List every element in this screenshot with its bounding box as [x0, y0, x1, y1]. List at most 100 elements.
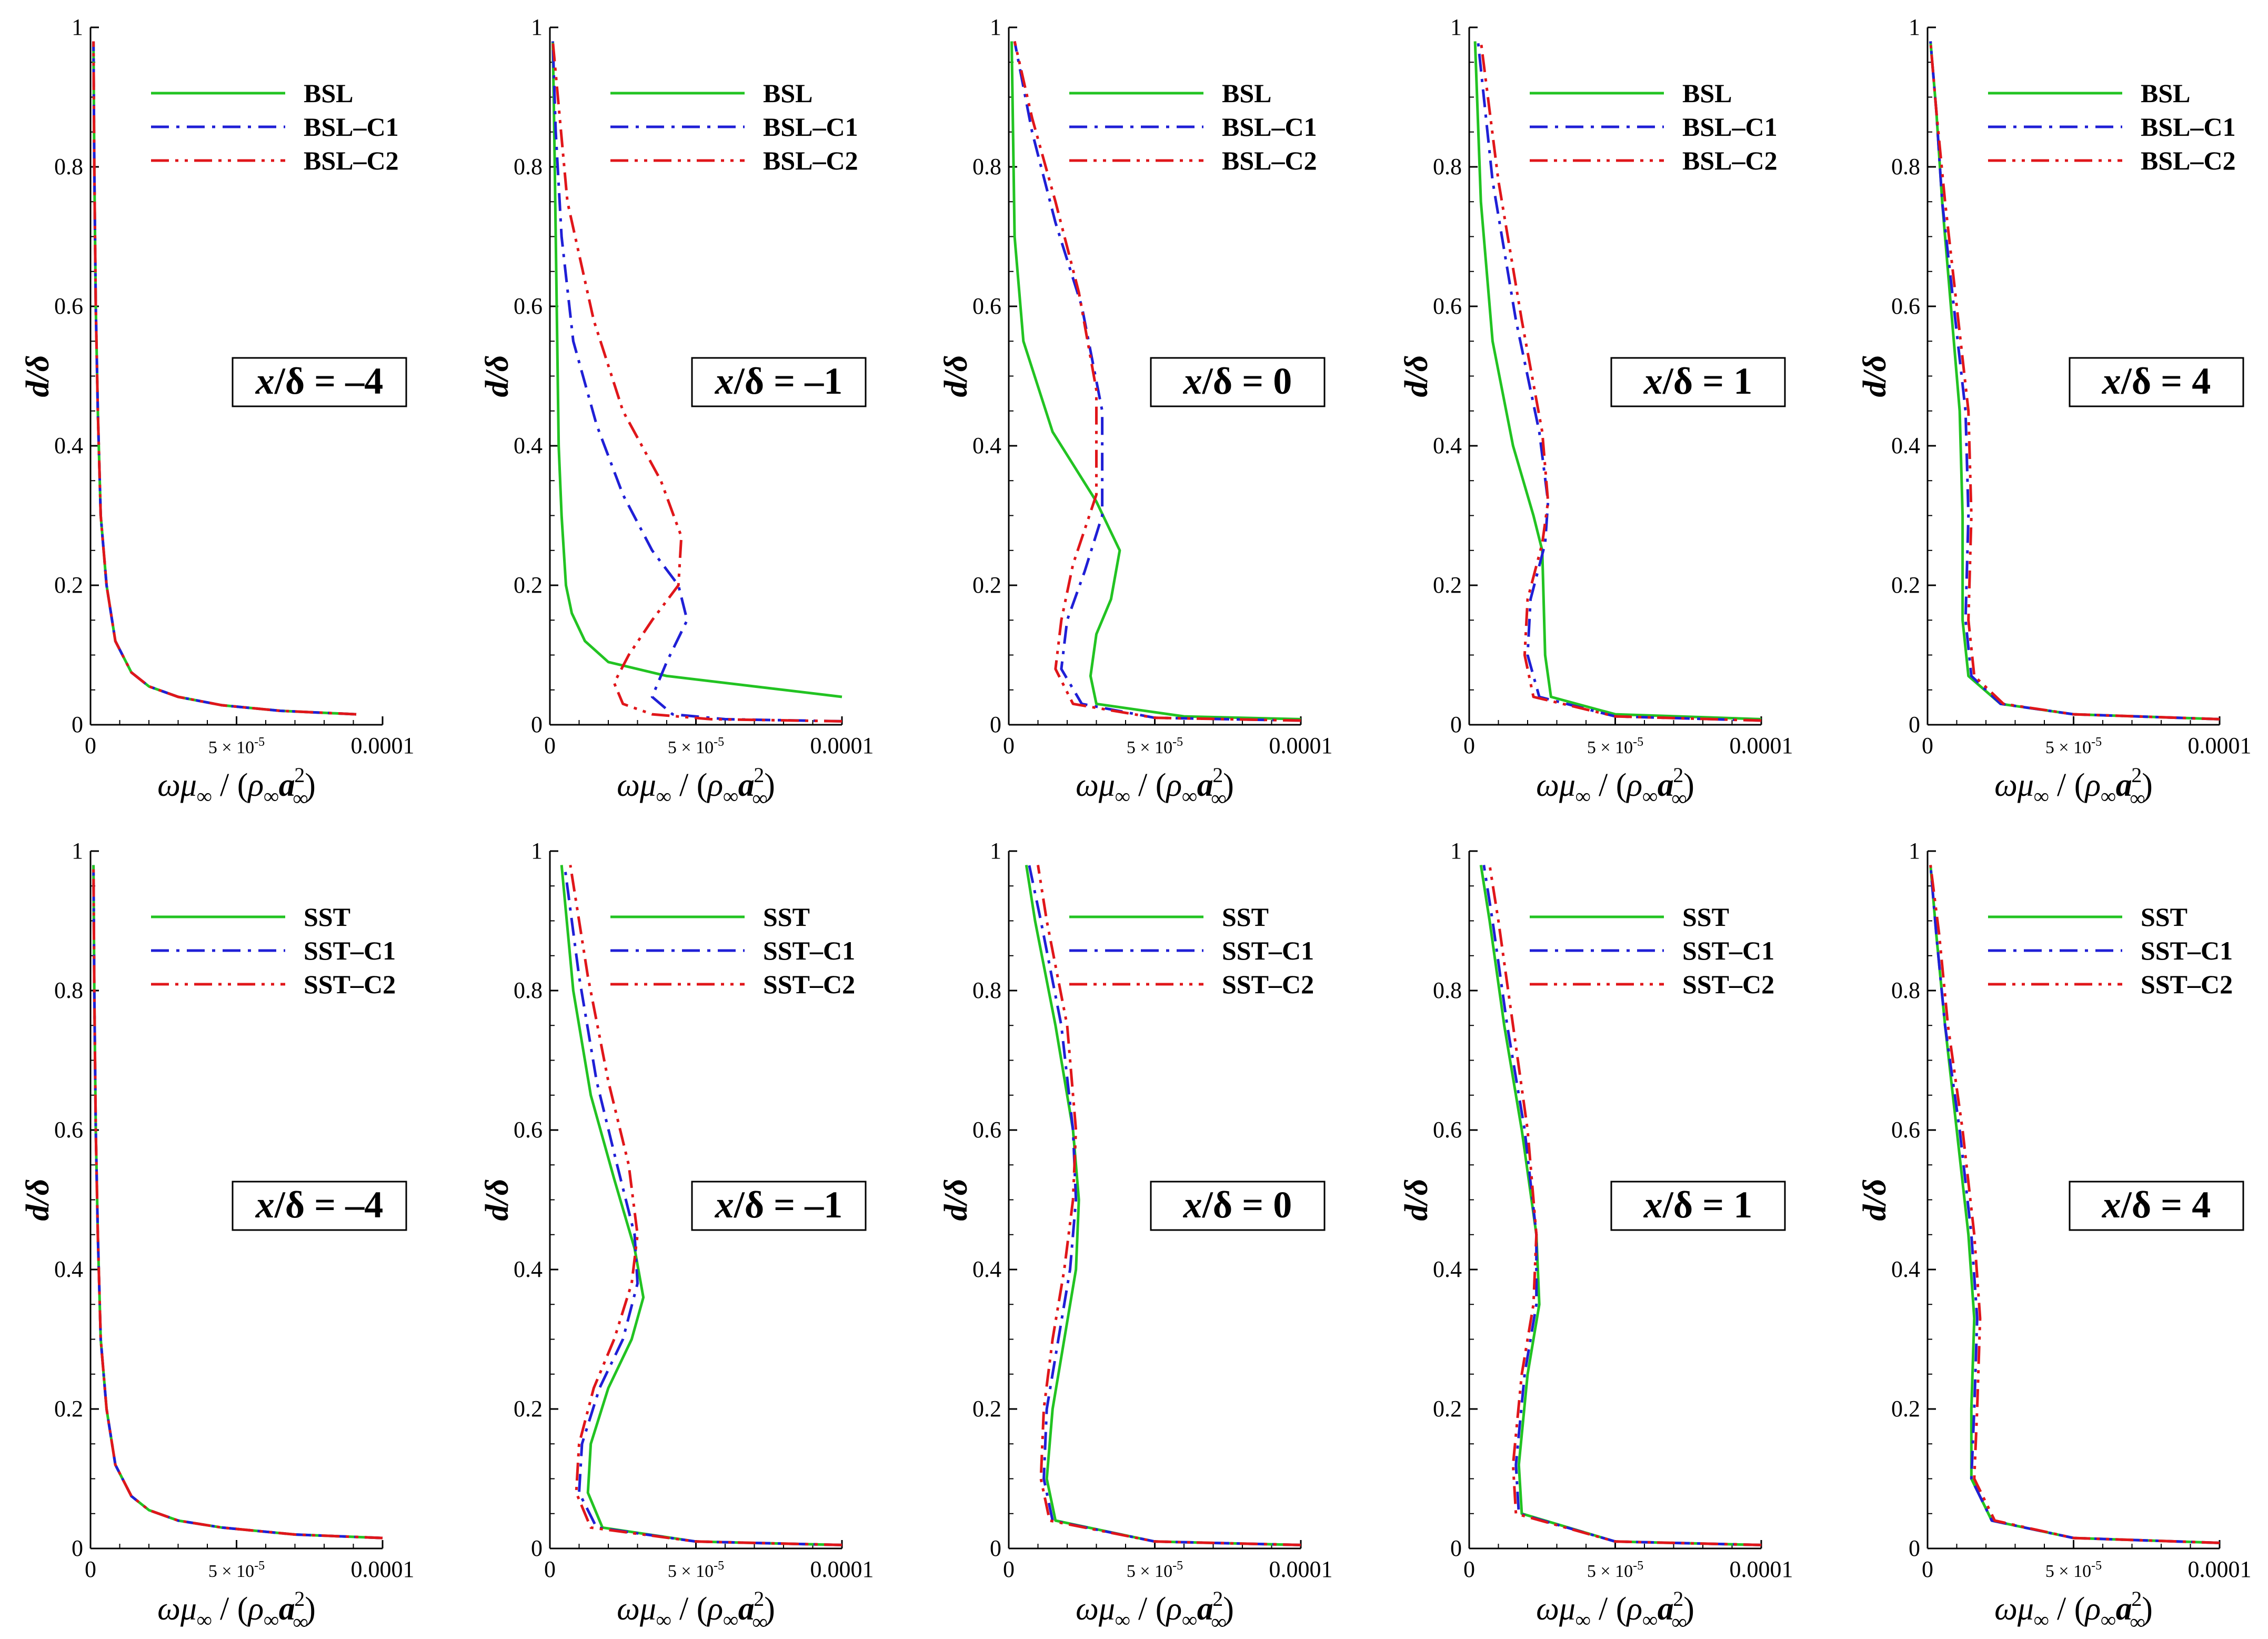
legend-label: SST — [1222, 902, 1269, 932]
x-axis-label: ωμ∞ / (ρ∞a∞2) — [1994, 763, 2153, 810]
legend-label: BSL — [763, 78, 813, 108]
y-tick-label: 1 — [990, 14, 1001, 40]
x-tick-label: 0.0001 — [351, 733, 415, 758]
x-tick-label: 0 — [544, 1556, 556, 1582]
x-axis-label: ωμ∞ / (ρ∞a∞2) — [1536, 763, 1694, 810]
y-tick-label: 0.8 — [972, 154, 1001, 179]
x-tick-label: 5 × 10-5 — [208, 735, 265, 757]
y-tick-label: 0 — [990, 1535, 1001, 1561]
y-tick-label: 0.2 — [54, 572, 83, 598]
y-tick-label: 0.6 — [972, 293, 1001, 319]
y-tick-label: 0.4 — [54, 433, 83, 458]
y-tick-label: 0.8 — [972, 977, 1001, 1003]
y-tick-label: 0 — [990, 712, 1001, 737]
y-tick-label: 0 — [72, 712, 83, 737]
series-line-bsl-c1 — [1929, 41, 2220, 721]
legend-label: SST–C1 — [1222, 936, 1314, 965]
legend-label: BSL — [1682, 78, 1732, 108]
station-label: x/δ = –4 — [255, 1184, 383, 1226]
y-tick-label: 0.4 — [972, 1256, 1001, 1282]
y-tick-label: 0.6 — [1433, 293, 1462, 319]
station-label: x/δ = 0 — [1183, 1184, 1292, 1226]
station-label: x/δ = –4 — [255, 360, 383, 402]
series-line-sst-c2 — [1929, 865, 2220, 1544]
series-line-bsl-c2 — [1479, 41, 1762, 722]
series-line-bsl-c2 — [1013, 41, 1301, 722]
station-label: x/δ = –1 — [715, 360, 842, 402]
y-tick-label: 0.4 — [514, 1256, 543, 1282]
legend-label: BSL–C2 — [304, 146, 399, 175]
y-tick-label: 0.2 — [1891, 572, 1920, 598]
x-tick-label: 0 — [1003, 1556, 1015, 1582]
x-tick-label: 0 — [1922, 1556, 1933, 1582]
station-label: x/δ = –1 — [715, 1184, 842, 1226]
panel-bsl-4: 0 0.2 0.4 0.6 0.8 1 0 5 × 10-5 0.0001 d/δ ωμ∞ / (ρ… — [1857, 14, 2252, 810]
station-label: x/δ = 4 — [2102, 360, 2211, 402]
legend-label: BSL–C2 — [763, 146, 858, 175]
series-line-sst-c2 — [1037, 865, 1301, 1546]
legend-label: SST — [2141, 902, 2187, 932]
x-tick-label: 0.0001 — [1269, 1556, 1333, 1582]
y-tick-label: 0.2 — [1433, 572, 1462, 598]
panel-sst-1: 0 0.2 0.4 0.6 0.8 1 0 5 × 10-5 0.0001 d/δ ωμ∞ / (ρ… — [1399, 838, 1793, 1634]
legend-label: SST–C2 — [1682, 970, 1774, 999]
y-tick-label: 0.6 — [1891, 1117, 1920, 1143]
panel-sst-m1: 0 0.2 0.4 0.6 0.8 1 0 5 × 10-5 0.0001 d/δ ωμ∞ / (ρ… — [479, 838, 874, 1634]
y-tick-label: 0 — [72, 1535, 83, 1561]
legend-label: BSL–C1 — [763, 112, 858, 142]
y-tick-label: 0 — [1450, 1535, 1462, 1561]
legend-label: SST — [304, 902, 350, 932]
series-line-sst-c1 — [1929, 865, 2220, 1544]
panel-sst-0: 0 0.2 0.4 0.6 0.8 1 0 5 × 10-5 0.0001 d/δ ωμ∞ / (ρ… — [938, 838, 1333, 1634]
series-line-bsl-c2 — [92, 41, 357, 716]
station-label: x/δ = 1 — [1643, 1184, 1752, 1226]
y-tick-label: 0.2 — [1433, 1396, 1462, 1422]
legend-label: SST — [763, 902, 810, 932]
legend-label: BSL — [1222, 78, 1272, 108]
y-axis-label: d/δ — [1857, 355, 1893, 397]
x-tick-label: 5 × 10-5 — [668, 1559, 724, 1581]
legend-label: BSL–C2 — [1222, 146, 1317, 175]
series-line-sst-c1 — [1028, 864, 1301, 1546]
panel-bsl-1: 0 0.2 0.4 0.6 0.8 1 0 5 × 10-5 0.0001 d/δ ωμ∞ / (ρ… — [1399, 14, 1793, 810]
series-line-bsl — [1010, 41, 1301, 721]
x-tick-label: 0.0001 — [351, 1556, 415, 1582]
series-line-sst-c2 — [569, 865, 842, 1546]
y-tick-label: 0.2 — [514, 1396, 543, 1422]
legend-label: SST–C2 — [1222, 970, 1314, 999]
station-label: x/δ = 0 — [1183, 360, 1292, 402]
y-tick-label: 1 — [531, 14, 543, 40]
x-tick-label: 0.0001 — [1269, 733, 1333, 758]
y-axis-label: d/δ — [20, 1179, 56, 1221]
y-tick-label: 0.4 — [1891, 433, 1920, 458]
y-tick-label: 0.2 — [972, 1396, 1001, 1422]
x-axis-label: ωμ∞ / (ρ∞a∞2) — [1536, 1587, 1694, 1634]
y-tick-label: 0.8 — [514, 154, 543, 179]
y-tick-label: 0 — [1909, 1535, 1920, 1561]
y-tick-label: 0.4 — [1891, 1256, 1920, 1282]
y-tick-label: 0.6 — [54, 293, 83, 319]
panel-bsl-0: 0 0.2 0.4 0.6 0.8 1 0 5 × 10-5 0.0001 d/δ ωμ∞ / (ρ… — [938, 14, 1333, 810]
y-tick-label: 0.4 — [514, 433, 543, 458]
legend-label: SST–C1 — [2141, 936, 2233, 965]
y-axis-label: d/δ — [938, 1179, 974, 1221]
y-tick-label: 0 — [531, 1535, 543, 1561]
x-tick-label: 0 — [1463, 733, 1475, 758]
y-tick-label: 0.6 — [514, 293, 543, 319]
y-axis-label: d/δ — [938, 355, 974, 397]
series-line-sst — [1479, 865, 1762, 1546]
y-tick-label: 1 — [72, 838, 83, 864]
station-box — [2069, 357, 2244, 407]
x-tick-label: 0.0001 — [2188, 733, 2252, 758]
series-line-bsl-c1 — [551, 41, 842, 723]
y-axis-label: d/δ — [1857, 1179, 1893, 1221]
y-tick-label: 0.8 — [54, 154, 83, 179]
series-line-sst-c1 — [563, 865, 842, 1546]
y-tick-label: 0.2 — [972, 572, 1001, 598]
station-label: x/δ = 4 — [2102, 1184, 2211, 1226]
station-box — [1150, 357, 1326, 407]
station-box — [691, 357, 867, 407]
x-tick-label: 0 — [544, 733, 556, 758]
station-label: x/δ = 1 — [1643, 360, 1752, 402]
legend-label: BSL–C2 — [2141, 146, 2236, 175]
